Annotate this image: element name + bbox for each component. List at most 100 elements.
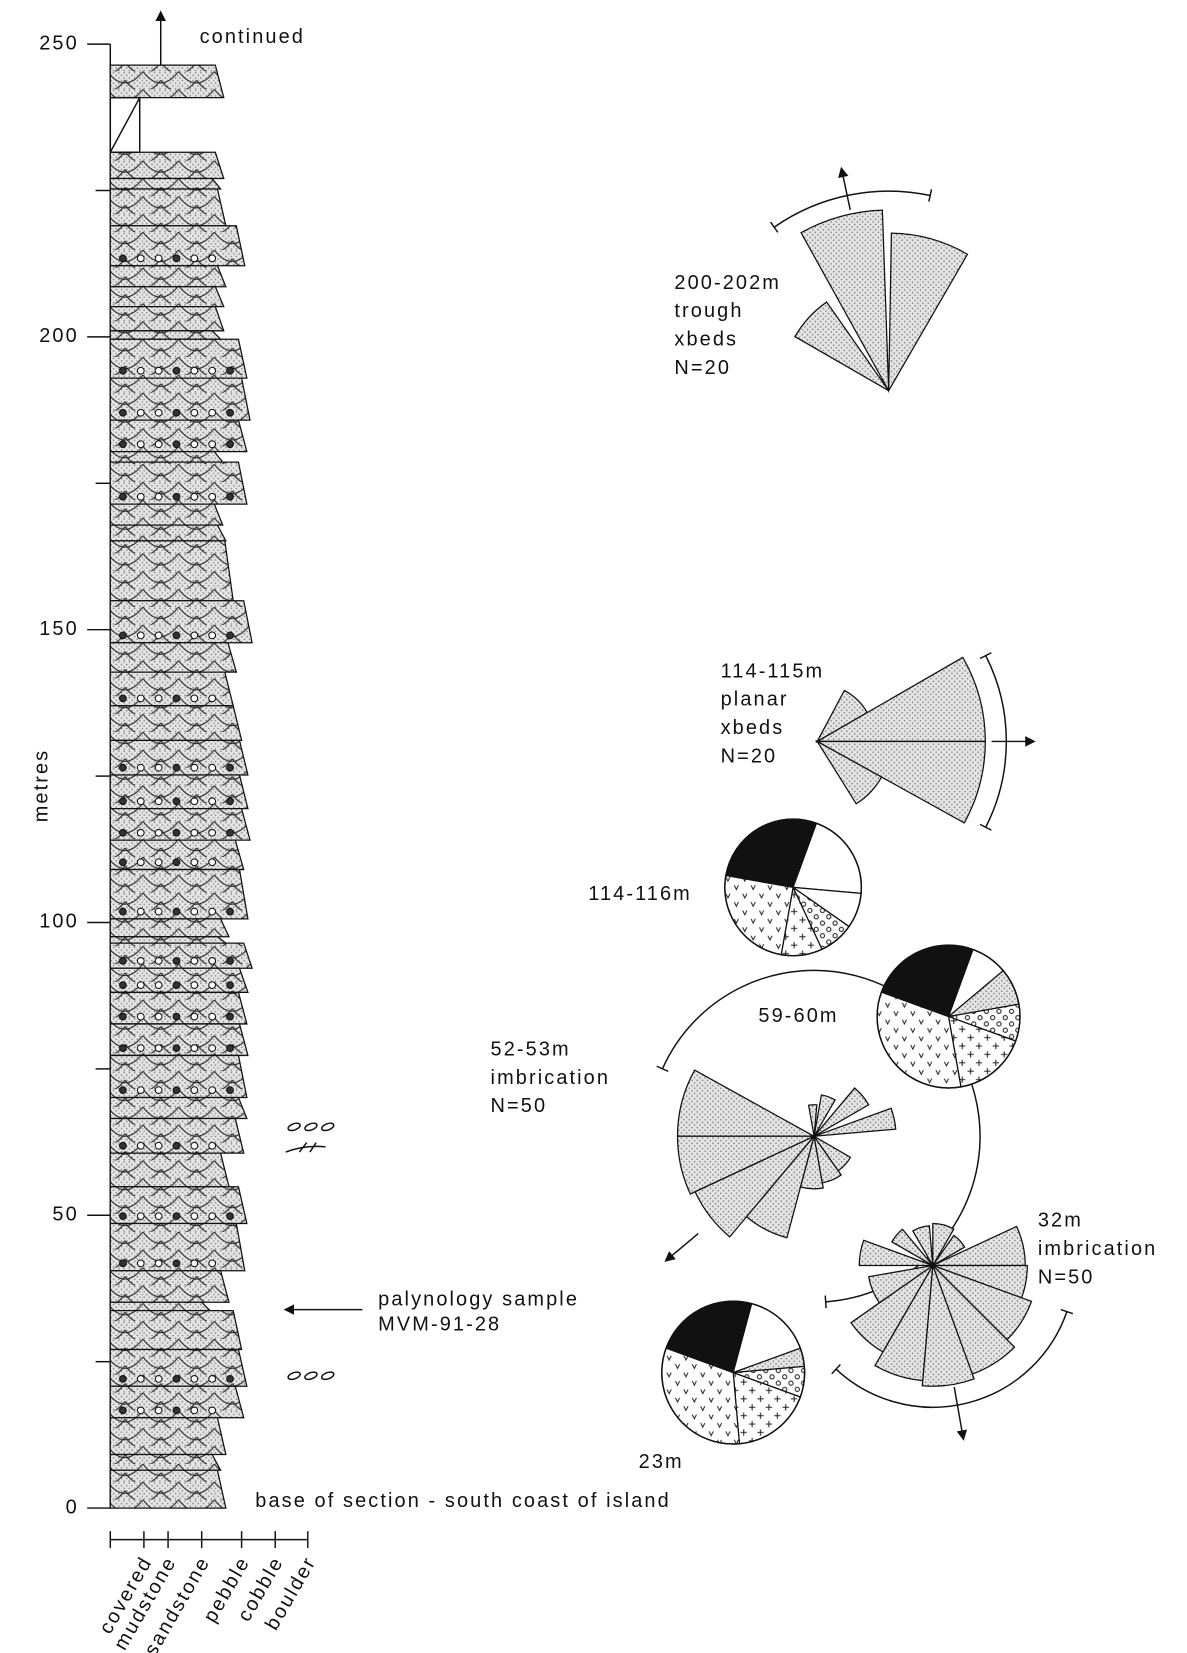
pebble [209,367,216,374]
pebble [120,908,127,915]
pebble [209,441,216,448]
clast-symbol [321,1122,335,1132]
clast-symbol [287,1122,301,1132]
bed [110,1311,241,1350]
pebble [191,493,198,500]
arc-end [771,222,778,232]
pebble [120,859,127,866]
rose-label: 52-53m [491,1038,571,1060]
bed [110,266,226,287]
mean-arrow [666,1234,698,1261]
rose-label: xbeds [674,329,738,351]
pebble [209,1013,216,1020]
pebble [155,1376,162,1383]
tick-label: 250 [39,32,79,54]
pebble [173,764,180,771]
pebble [120,1260,127,1267]
pie-label: 23m [639,1451,684,1473]
pebble [173,695,180,702]
pebble [155,1213,162,1220]
bed [110,1418,226,1455]
bed [110,1153,229,1187]
pebble [173,798,180,805]
pebble [191,1407,198,1414]
pebble [227,1213,234,1220]
pebble [137,1087,144,1094]
bed [110,1097,247,1118]
clast-symbol [321,1371,335,1381]
pebble [120,1142,127,1149]
pebble [191,632,198,639]
pebble [173,441,180,448]
pebble [191,1142,198,1149]
covered-interval [110,98,139,153]
pebble [137,829,144,836]
bed [110,65,223,98]
arc-end [657,1066,669,1071]
pebble [191,367,198,374]
tick-label: 0 [66,1496,79,1518]
pebble [173,1142,180,1149]
tick-label: 50 [52,1204,78,1226]
tick-label: 100 [39,911,79,933]
pebble [155,1407,162,1414]
pebble [155,982,162,989]
pebble [209,859,216,866]
pebble [120,695,127,702]
clast-symbol [304,1122,318,1132]
pebble [120,255,127,262]
pebble [173,1260,180,1267]
pebble [173,1013,180,1020]
pebble [137,1376,144,1383]
pebble [209,1376,216,1383]
xbed-symbol [286,1143,326,1152]
pebble [137,1142,144,1149]
pebble [137,764,144,771]
bed [110,919,229,937]
pebble [173,1087,180,1094]
pebble [137,493,144,500]
rose-label: trough [674,300,743,322]
pebble [227,367,234,374]
pebble [209,632,216,639]
page: {"depth_axis":{"label":"metres","ticks":… [0,0,1187,1653]
pie-label: 59-60m [758,1005,838,1027]
pebble [209,958,216,965]
pebble [191,1260,198,1267]
bed [110,706,241,741]
pebble [173,859,180,866]
pebble [137,958,144,965]
rose-label: 114-115m [721,660,825,682]
pebble [227,441,234,448]
pebble [137,632,144,639]
pebble [137,1213,144,1220]
pebble [155,798,162,805]
pebble [191,859,198,866]
bed [110,307,223,331]
pebble [173,1213,180,1220]
pebble [191,908,198,915]
pebble [191,1213,198,1220]
pebble [137,441,144,448]
rose-label: xbeds [721,717,785,739]
pebble [191,1045,198,1052]
mean-arrow [954,1387,963,1439]
bed [110,643,236,672]
pebble [120,441,127,448]
rose-label: 200-202m [674,272,781,294]
bed [110,287,223,307]
rose-label: planar [721,689,789,711]
pebble [191,1013,198,1020]
pebble [227,958,234,965]
pebble [120,367,127,374]
pebble [209,695,216,702]
clast-symbol [287,1371,301,1381]
bed [110,504,222,525]
pebble [155,493,162,500]
annotation: continued [200,26,305,48]
pebble [173,1045,180,1052]
pebble [227,764,234,771]
arc-end [980,824,991,830]
pebble [173,908,180,915]
rose-label: N=50 [1038,1266,1095,1288]
